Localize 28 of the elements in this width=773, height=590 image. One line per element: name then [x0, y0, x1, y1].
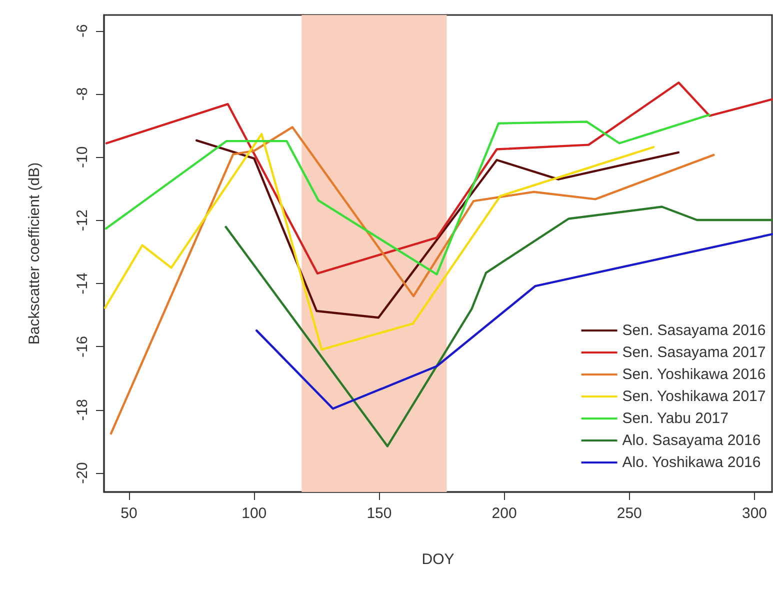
y-tick-label: -20	[74, 462, 91, 484]
x-tick-label: 200	[492, 505, 517, 522]
x-axis-title: DOY	[422, 551, 454, 568]
y-tick-label: -12	[74, 209, 91, 232]
line-series	[256, 233, 773, 410]
x-tick-label: 250	[616, 505, 642, 522]
x-tick-label: 150	[366, 505, 392, 522]
line-series	[195, 139, 680, 319]
y-tick-label: -14	[74, 272, 91, 294]
x-tick-label: 100	[242, 505, 267, 522]
y-tick-label: -6	[74, 24, 91, 38]
y-tick-label: -16	[74, 336, 91, 358]
line-series	[104, 114, 711, 276]
line-series	[224, 206, 773, 448]
y-axis-title: Backscatter coefficient (dB)	[26, 162, 43, 345]
x-tick-label: 50	[120, 505, 138, 522]
legend-label: Sen. Sasayama 2017	[622, 344, 766, 361]
legend-label: Alo. Sasayama 2016	[622, 432, 761, 449]
x-tick-label: 300	[742, 505, 768, 522]
legend-label: Alo. Yoshikawa 2016	[622, 454, 761, 471]
y-tick-label: -10	[74, 146, 91, 168]
y-tick-label: -18	[74, 399, 91, 421]
line-series	[105, 82, 773, 274]
y-tick-label: -8	[74, 87, 91, 101]
legend-label: Sen. Yoshikawa 2016	[622, 366, 766, 383]
legend-label: Sen. Yoshikawa 2017	[622, 388, 766, 405]
legend-label: Sen. Sasayama 2016	[622, 322, 766, 339]
legend-label: Sen. Yabu 2017	[622, 410, 728, 427]
